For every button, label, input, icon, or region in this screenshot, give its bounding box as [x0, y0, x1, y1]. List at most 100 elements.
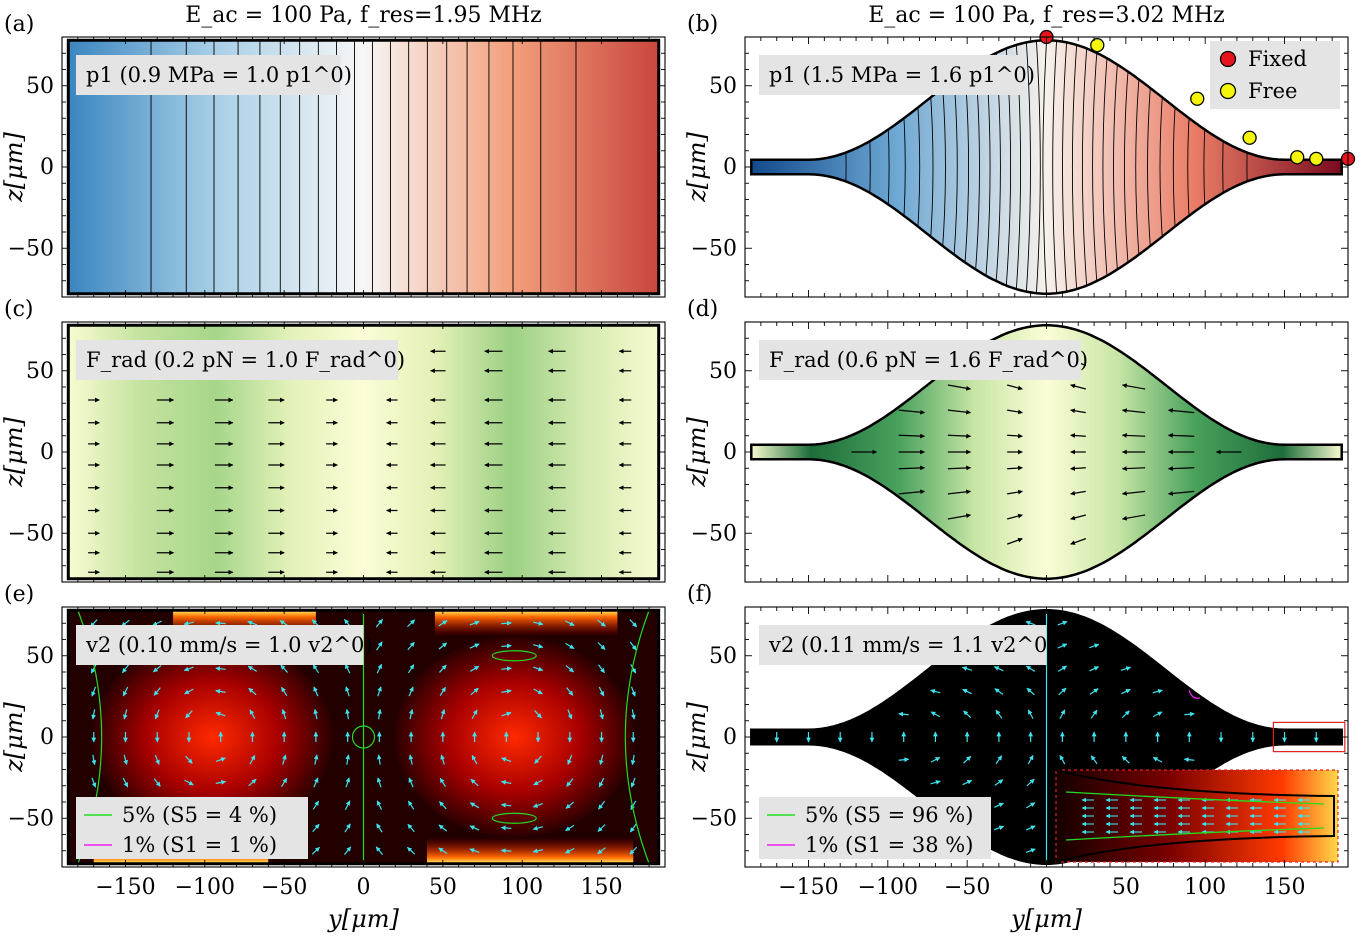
streaming-arrow	[565, 642, 575, 650]
streaming-arrow	[440, 709, 446, 720]
streaming-arrow	[248, 687, 257, 696]
x-tick-label: −150	[778, 875, 838, 900]
streaming-arrow	[1152, 756, 1163, 763]
annotation-text: v2 (0.10 mm/s = 1.0 v2^0)	[85, 633, 373, 657]
streaming-arrow	[565, 620, 575, 627]
force-arrow	[898, 489, 925, 495]
annotation-box	[759, 625, 1047, 665]
panel-letter: (d)	[687, 297, 718, 322]
y-tick-label: 0	[723, 440, 737, 465]
streaming-arrow	[630, 686, 636, 697]
contour-1pct	[1228, 693, 1246, 716]
streaming-arrow	[407, 619, 416, 628]
legend-marker	[1219, 82, 1237, 100]
force-arrow	[1168, 408, 1195, 414]
panel-a: −50 0 50 z[μm] (a) E_ac = 100 Pa, f_res=1.95 …	[0, 3, 666, 298]
streaming-arrow	[91, 686, 97, 697]
streaming-arrow	[1059, 754, 1066, 765]
streaming-arrow	[500, 780, 512, 785]
y-tick-label: 50	[709, 644, 737, 669]
streaming-arrow	[375, 619, 384, 628]
ticks	[62, 606, 665, 868]
force-arrow	[947, 465, 972, 471]
pressure-contour	[1035, 40, 1041, 294]
streaming-arrow	[408, 754, 414, 765]
streaming-arrow	[345, 686, 350, 697]
streaming-arrow	[597, 824, 606, 832]
x-tick-label: −50	[944, 875, 990, 900]
streaming-arrow	[532, 825, 544, 831]
x-tick-label: 0	[1040, 875, 1054, 900]
streaming-arrow	[1090, 709, 1098, 719]
streaming-arrow	[1184, 711, 1195, 717]
streaming-arrow	[439, 777, 446, 788]
streaming-arrow	[407, 800, 415, 810]
streaming-arrow	[962, 688, 972, 695]
streaming-arrow	[215, 711, 226, 717]
streaming-arrow	[500, 802, 512, 808]
streaming-arrow	[344, 800, 351, 810]
force-arrow	[1007, 465, 1023, 471]
force-arrow	[1070, 514, 1086, 521]
streaming-arrow	[469, 643, 480, 649]
contour-5pct	[491, 650, 537, 662]
streaming-arrow	[629, 641, 637, 651]
streaming-arrow	[470, 687, 479, 696]
force-arrow	[1168, 466, 1195, 471]
annotation: p1 (0.9 MPa = 1.0 p1^0)	[76, 55, 352, 95]
boundary-layer	[434, 610, 618, 637]
streaming-arrow	[930, 711, 941, 718]
streaming-arrow	[439, 686, 446, 697]
streaming-arrow	[438, 664, 447, 673]
streaming-arrow	[1059, 709, 1066, 719]
streaming-arrow	[344, 823, 351, 833]
inset-contour	[1065, 827, 1325, 841]
force-arrow	[898, 409, 925, 415]
streaming-arrow	[376, 641, 383, 651]
streaming-arrow	[1026, 687, 1035, 696]
panel-c: −50 0 50 z[μm] (c) F_rad (0.2 pN = 1.0 F_rad^…	[0, 297, 666, 583]
streaming-arrow	[930, 689, 941, 694]
y-axis-label: z[μm]	[683, 702, 711, 773]
streaming-arrow	[375, 846, 384, 855]
streaming-arrow	[377, 708, 382, 720]
annotation-text: p1 (1.5 MPa = 1.6 p1^0)	[769, 63, 1035, 87]
streaming-arrow	[961, 666, 973, 671]
streaming-arrow	[567, 754, 573, 765]
streaming-arrow	[597, 642, 606, 650]
streaming-arrow	[469, 620, 480, 626]
annotation: v2 (0.10 mm/s = 1.0 v2^0)	[76, 625, 373, 665]
streaming-arrow	[185, 755, 193, 764]
streaming-arrow	[1121, 755, 1130, 764]
streaming-arrow	[471, 754, 478, 765]
streaming-arrow	[313, 777, 319, 788]
streaming-arrow	[377, 686, 382, 697]
streaming-arrow	[407, 823, 415, 833]
pressure-contour	[1062, 40, 1068, 294]
streaming-arrow	[1121, 710, 1130, 719]
y-axis-label: z[μm]	[0, 132, 28, 203]
panel-b: Fixed Free −50 0 50 z[μm] (b) E_ac = 100 Pa, f_…	[683, 3, 1356, 298]
streaming-arrow	[407, 664, 415, 674]
y-tick-label: 0	[40, 155, 54, 180]
panel-d: −50 0 50 z[μm] (d) F_rad (0.6 pN = 1.6 F_rad^…	[683, 297, 1349, 583]
free-point	[1190, 91, 1205, 106]
streaming-arrow	[630, 664, 637, 674]
streaming-arrow	[376, 823, 383, 833]
streaming-arrow	[249, 709, 256, 719]
streaming-arrow	[598, 686, 605, 697]
streaming-arrow	[313, 686, 319, 697]
y-axis-label: z[μm]	[0, 417, 28, 488]
streaming-arrow	[898, 757, 910, 763]
y-tick-label: −50	[691, 521, 737, 546]
force-arrow	[1168, 433, 1195, 438]
streaming-arrow	[281, 686, 288, 697]
force-arrow	[1121, 514, 1146, 521]
force-arrow	[1007, 513, 1023, 520]
streaming-arrow	[1026, 778, 1035, 787]
streaming-arrow	[1025, 665, 1036, 672]
streaming-arrow	[121, 664, 129, 674]
x-tick-label: −100	[175, 875, 235, 900]
streaming-arrow	[500, 825, 512, 831]
streaming-arrow	[440, 754, 445, 765]
